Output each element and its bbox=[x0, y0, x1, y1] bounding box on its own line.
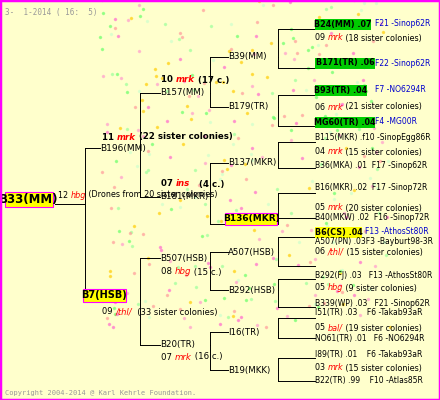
Text: mrk: mrk bbox=[327, 102, 343, 112]
Text: 12: 12 bbox=[58, 190, 71, 200]
Text: (4 c.): (4 c.) bbox=[190, 180, 225, 188]
Text: (19 sister colonies): (19 sister colonies) bbox=[343, 324, 422, 332]
Text: A507(PN) .03F3 -Bayburt98-3R: A507(PN) .03F3 -Bayburt98-3R bbox=[315, 238, 433, 246]
FancyBboxPatch shape bbox=[5, 192, 53, 206]
Text: (16 c.): (16 c.) bbox=[192, 352, 222, 362]
Text: mrk: mrk bbox=[328, 34, 343, 42]
Text: (15 sister colonies): (15 sister colonies) bbox=[343, 364, 422, 372]
FancyBboxPatch shape bbox=[225, 213, 277, 225]
FancyBboxPatch shape bbox=[315, 84, 367, 96]
Text: 06: 06 bbox=[315, 248, 327, 256]
Text: B507(HSB): B507(HSB) bbox=[160, 254, 207, 262]
Text: 06: 06 bbox=[315, 102, 327, 112]
Text: 08: 08 bbox=[161, 268, 175, 276]
Text: (15 sister colonies): (15 sister colonies) bbox=[344, 248, 422, 256]
Text: B39(MM): B39(MM) bbox=[228, 52, 267, 62]
Text: (33 sister colonies): (33 sister colonies) bbox=[132, 308, 217, 316]
Text: B93(TR) .04: B93(TR) .04 bbox=[315, 86, 367, 94]
Text: B22(TR) .99    F10 -Atlas85R: B22(TR) .99 F10 -Atlas85R bbox=[315, 376, 423, 386]
Text: 10: 10 bbox=[161, 76, 176, 84]
Text: B24(MM) .07: B24(MM) .07 bbox=[314, 20, 372, 28]
Text: (9 sister colonies): (9 sister colonies) bbox=[343, 284, 417, 292]
Text: I16(TR): I16(TR) bbox=[228, 328, 259, 336]
Text: F22 -Sinop62R: F22 -Sinop62R bbox=[375, 58, 430, 68]
Text: F7 -NO6294R: F7 -NO6294R bbox=[375, 86, 426, 94]
Text: B292(FJ) .03   F13 -AthosSt80R: B292(FJ) .03 F13 -AthosSt80R bbox=[315, 270, 433, 280]
Text: bal/: bal/ bbox=[328, 324, 343, 332]
Text: mrk: mrk bbox=[176, 76, 195, 84]
FancyBboxPatch shape bbox=[315, 226, 362, 238]
Text: 05: 05 bbox=[315, 204, 328, 212]
Text: (20 sister colonies): (20 sister colonies) bbox=[343, 204, 422, 212]
Text: B16(MKR) .02  F17 -Sinop72R: B16(MKR) .02 F17 -Sinop72R bbox=[315, 184, 427, 192]
Text: B339(WP) .03   F21 -Sinop62R: B339(WP) .03 F21 -Sinop62R bbox=[315, 298, 430, 308]
Text: B36(MKA) .01  F17 -Sinop62R: B36(MKA) .01 F17 -Sinop62R bbox=[315, 160, 427, 170]
Text: MG60(TR) .04: MG60(TR) .04 bbox=[314, 118, 376, 126]
Text: 05: 05 bbox=[315, 284, 328, 292]
Text: 09: 09 bbox=[102, 308, 115, 316]
Text: 3-  1-2014 ( 16:  5): 3- 1-2014 ( 16: 5) bbox=[5, 8, 98, 17]
Text: B181(MKR): B181(MKR) bbox=[160, 192, 208, 202]
Text: 07: 07 bbox=[161, 180, 176, 188]
Text: B115(MKR) .f10 -SinopEgg86R: B115(MKR) .f10 -SinopEgg86R bbox=[315, 134, 431, 142]
Text: (15 sister colonies): (15 sister colonies) bbox=[343, 148, 422, 156]
Text: 04: 04 bbox=[315, 148, 327, 156]
Text: ins: ins bbox=[176, 180, 190, 188]
Text: /thl/: /thl/ bbox=[115, 308, 132, 316]
Text: (Drones from 20 sister colonies): (Drones from 20 sister colonies) bbox=[86, 190, 217, 200]
Text: B179(TR): B179(TR) bbox=[228, 102, 268, 112]
Text: Copyright 2004-2014 @ Karl Kehrle Foundation.: Copyright 2004-2014 @ Karl Kehrle Founda… bbox=[5, 390, 196, 396]
FancyBboxPatch shape bbox=[83, 288, 126, 302]
Text: B19(MKK): B19(MKK) bbox=[228, 366, 270, 374]
Text: 11: 11 bbox=[102, 132, 117, 142]
Text: (15 c.): (15 c.) bbox=[191, 268, 222, 276]
Text: mrk: mrk bbox=[175, 352, 192, 362]
Text: mrk: mrk bbox=[328, 204, 343, 212]
Text: (21 sister colonies): (21 sister colonies) bbox=[343, 102, 422, 112]
Text: F13 -AthosSt80R: F13 -AthosSt80R bbox=[365, 228, 429, 236]
FancyBboxPatch shape bbox=[315, 58, 375, 68]
Text: mrk: mrk bbox=[327, 364, 343, 372]
Text: A507(HSB): A507(HSB) bbox=[228, 248, 275, 256]
Text: B33(MM): B33(MM) bbox=[0, 192, 59, 206]
Text: I51(TR) .03    F6 -Takab93aR: I51(TR) .03 F6 -Takab93aR bbox=[315, 308, 422, 318]
Text: B196(MM): B196(MM) bbox=[100, 144, 146, 152]
Text: 07: 07 bbox=[161, 352, 175, 362]
Text: hbg: hbg bbox=[328, 284, 343, 292]
Text: (18 sister colonies): (18 sister colonies) bbox=[343, 34, 422, 42]
Text: B171(TR) .06: B171(TR) .06 bbox=[315, 58, 374, 68]
Text: B157(MM): B157(MM) bbox=[160, 88, 204, 98]
Text: F21 -Sinop62R: F21 -Sinop62R bbox=[375, 20, 430, 28]
Text: B136(MKR): B136(MKR) bbox=[223, 214, 279, 224]
Text: B20(TR): B20(TR) bbox=[160, 340, 195, 350]
FancyBboxPatch shape bbox=[315, 116, 375, 128]
FancyBboxPatch shape bbox=[315, 18, 371, 30]
Text: 09: 09 bbox=[315, 34, 328, 42]
Text: (17 c.): (17 c.) bbox=[195, 76, 229, 84]
Text: B137(MKR): B137(MKR) bbox=[228, 158, 276, 168]
Text: /thl/: /thl/ bbox=[327, 248, 344, 256]
Text: (22 sister colonies): (22 sister colonies) bbox=[136, 132, 233, 142]
Text: NO61(TR) .01   F6 -NO6294R: NO61(TR) .01 F6 -NO6294R bbox=[315, 334, 425, 342]
Text: 03: 03 bbox=[315, 364, 327, 372]
Text: B40(MKW) .02  F16 -Sinop72R: B40(MKW) .02 F16 -Sinop72R bbox=[315, 214, 429, 222]
Text: B6(CS) .04: B6(CS) .04 bbox=[315, 228, 363, 236]
Text: mrk: mrk bbox=[327, 148, 343, 156]
Text: mrk: mrk bbox=[117, 132, 136, 142]
Text: hbg: hbg bbox=[71, 190, 86, 200]
Text: B292(HSB): B292(HSB) bbox=[228, 286, 275, 294]
Text: B7(HSB): B7(HSB) bbox=[82, 290, 127, 300]
Text: hbg: hbg bbox=[175, 268, 191, 276]
Text: F4 -MG00R: F4 -MG00R bbox=[375, 118, 417, 126]
Text: I89(TR) .01    F6 -Takab93aR: I89(TR) .01 F6 -Takab93aR bbox=[315, 350, 422, 360]
Text: 05: 05 bbox=[315, 324, 328, 332]
